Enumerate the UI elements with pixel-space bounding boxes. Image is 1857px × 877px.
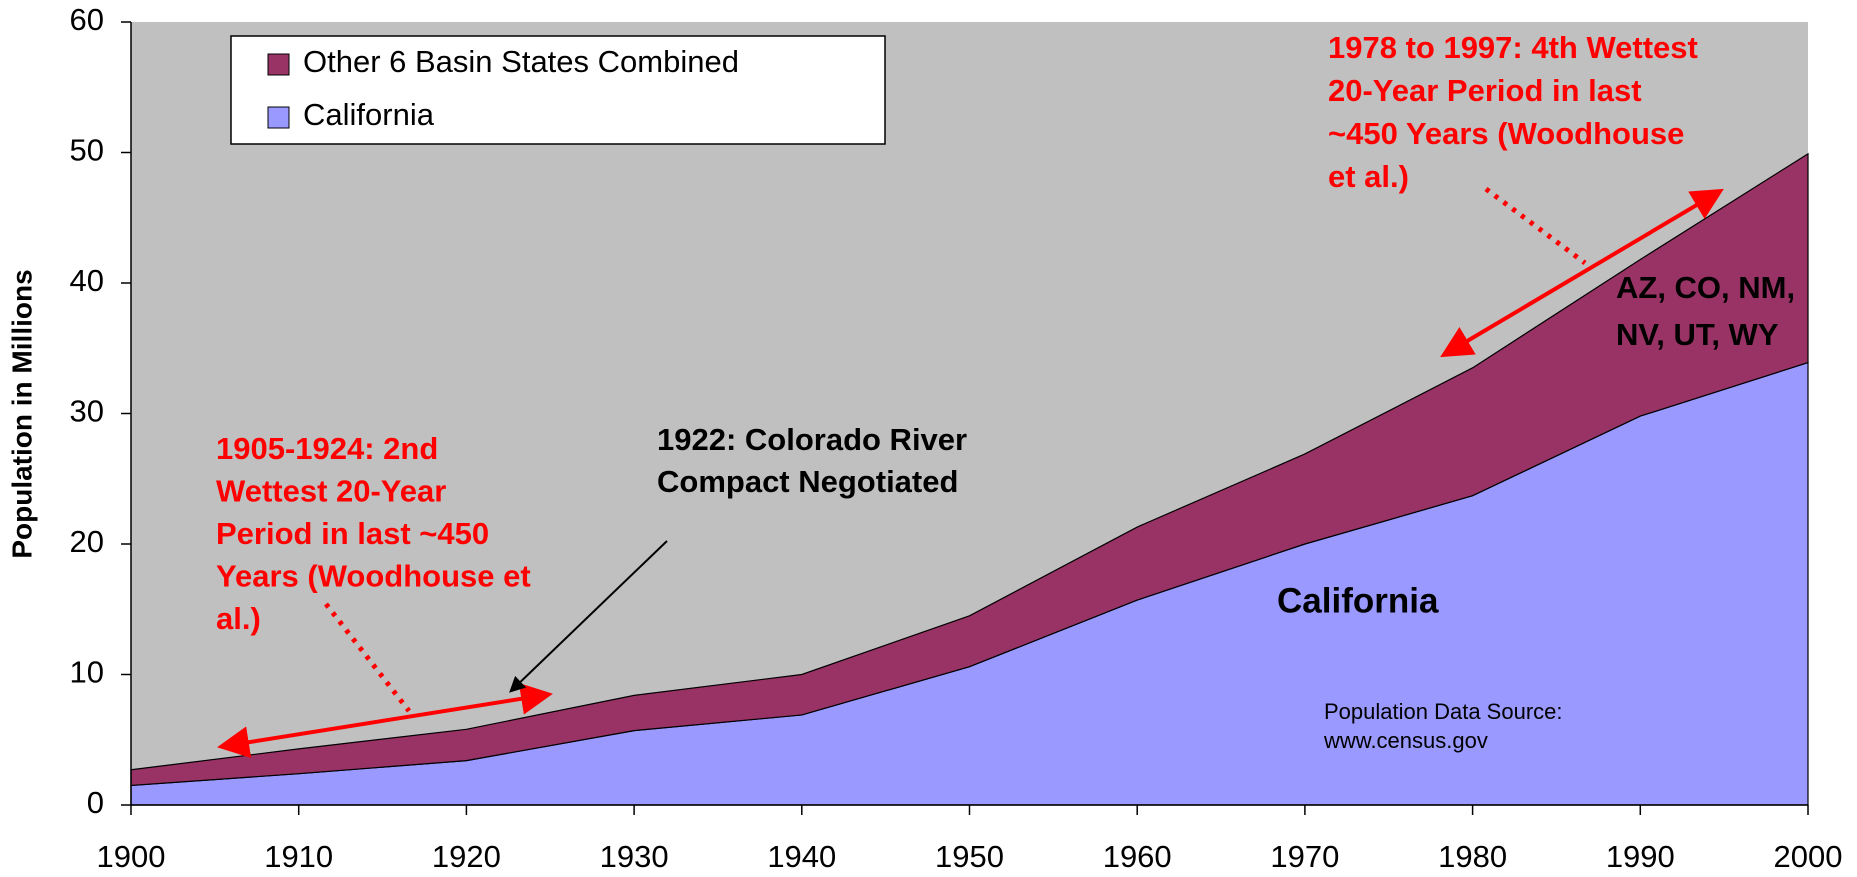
area <box>130 152 1809 787</box>
annotation: Population Data Source: <box>1324 699 1563 724</box>
x-tick-label: 2000 <box>1774 839 1843 874</box>
y-tick-label: 20 <box>70 524 104 559</box>
annotation: 1922: Colorado River <box>657 422 967 457</box>
annotation: 1905-1924: 2nd <box>216 431 438 466</box>
x-tick-label: 1990 <box>1606 839 1675 874</box>
annotation: Period in last ~450 <box>216 516 489 551</box>
annotation: Compact Negotiated <box>657 464 958 499</box>
y-tick-label: 40 <box>70 263 104 298</box>
annotation: 20-Year Period in last <box>1328 73 1642 108</box>
x-tick-label: 1940 <box>767 839 836 874</box>
annotation: California <box>1277 581 1439 620</box>
y-tick-label: 50 <box>70 133 104 168</box>
y-tick-label: 30 <box>70 394 104 429</box>
legend <box>230 35 886 145</box>
annotation: al.) <box>216 601 261 636</box>
annotation: et al.) <box>1328 159 1409 194</box>
x-tick-label: 1920 <box>432 839 501 874</box>
annotation: AZ, CO, NM, <box>1616 270 1795 305</box>
annotation: Wettest 20-Year <box>216 474 446 509</box>
legend-label: California <box>303 97 435 132</box>
legend-swatch <box>267 106 290 129</box>
annotation: ~450 Years (Woodhouse <box>1328 116 1684 151</box>
x-tick-label: 1960 <box>1103 839 1172 874</box>
annotation: Years (Woodhouse et <box>216 559 531 594</box>
x-tick-label: 1900 <box>97 839 166 874</box>
x-tick-label: 1910 <box>264 839 333 874</box>
y-axis-label: Population in Millions <box>6 269 37 558</box>
dotted-pointer <box>324 602 411 713</box>
y-tick-label: 60 <box>70 2 104 37</box>
y-tick-label: 10 <box>70 655 104 690</box>
legend-label: Other 6 Basin States Combined <box>303 44 739 79</box>
x-tick-label: 1950 <box>935 839 1004 874</box>
arrow <box>1440 188 1724 358</box>
annotation: 1978 to 1997: 4th Wettest <box>1328 30 1698 65</box>
y-tick-label: 0 <box>87 785 104 820</box>
x-tick-label: 1970 <box>1270 839 1339 874</box>
arrow <box>509 540 668 693</box>
annotation: NV, UT, WY <box>1616 317 1779 352</box>
x-tick-label: 1930 <box>600 839 669 874</box>
x-tick-label: 1980 <box>1438 839 1507 874</box>
legend-swatch <box>267 53 290 76</box>
annotation: www.census.gov <box>1323 728 1488 753</box>
arrow <box>217 682 553 759</box>
